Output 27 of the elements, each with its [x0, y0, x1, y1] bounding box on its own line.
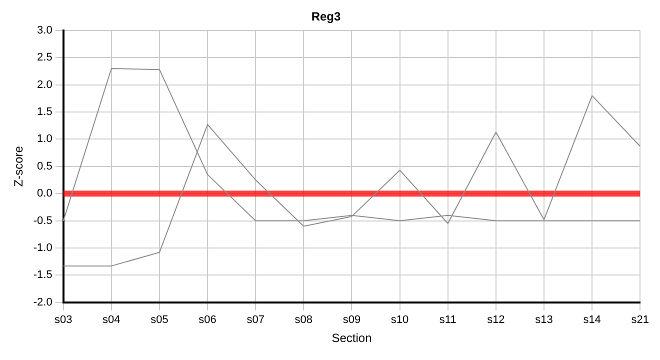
x-tick-label: s08 [294, 314, 313, 326]
y-tick-label: -1.0 [33, 242, 52, 254]
y-tick-label: -1.5 [33, 269, 52, 282]
x-tick-label: s03 [54, 314, 72, 326]
y-tick-label: -2.0 [33, 296, 52, 308]
y-axis-title: Z-score [12, 146, 26, 187]
y-tick-label: -0.5 [33, 214, 52, 227]
y-tick-label: 1.0 [37, 133, 52, 146]
y-tick-label: 3.0 [37, 24, 52, 36]
x-tick-label: s12 [487, 314, 505, 326]
x-tick-label: s09 [342, 314, 361, 326]
x-tick-label: s21 [631, 314, 650, 326]
chart-title: Reg3 [311, 10, 341, 24]
y-tick-label: 0.5 [37, 160, 52, 172]
x-axis-title: Section [332, 331, 372, 346]
x-tick-label: s07 [246, 314, 264, 326]
y-tick-label: 2.0 [37, 78, 52, 91]
y-tick-label: 0.0 [37, 188, 52, 200]
x-tick-label: s11 [439, 314, 456, 326]
x-tick-label: s10 [390, 314, 409, 326]
x-tick-label: s04 [102, 314, 120, 326]
x-tick-label: s06 [198, 314, 216, 326]
y-tick-label: 1.5 [37, 106, 52, 118]
x-tick-label: s14 [583, 314, 601, 326]
y-tick-label: 2.5 [37, 52, 52, 64]
x-tick-label: s13 [535, 314, 553, 326]
x-tick-label: s05 [150, 314, 168, 326]
